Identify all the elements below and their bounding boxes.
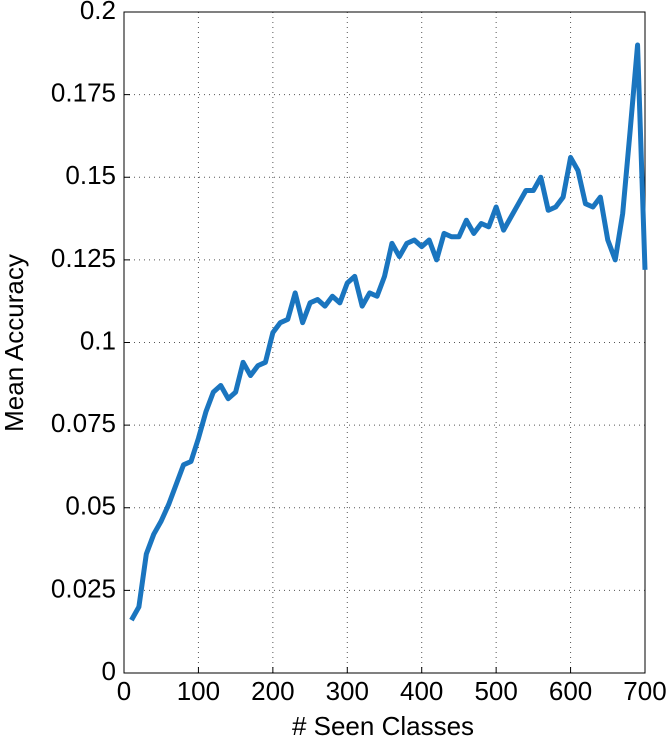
data-line [129,42,648,622]
x-tick-label: 500 [474,676,517,706]
x-tick-label: 100 [177,676,220,706]
x-tick-label: 200 [251,676,294,706]
x-tick-label: 0 [117,676,131,706]
y-tick-label: 0.1 [80,325,116,355]
y-tick-label: 0.15 [65,160,116,190]
y-tick-label: 0.075 [51,408,116,438]
plot-frame [123,11,646,674]
x-axis-label: # Seen Classes [292,711,474,741]
y-tick-label: 0.125 [51,243,116,273]
x-tick-label: 300 [326,676,369,706]
x-tick-label: 600 [549,676,592,706]
y-tick-label: 0.025 [51,573,116,603]
y-tick-label: 0.2 [80,0,116,25]
x-tick-label: 400 [400,676,443,706]
y-axis-label: Mean Accuracy [0,254,29,432]
y-tick-label: 0 [102,656,116,686]
x-tick-label: 700 [623,676,666,706]
y-tick-label: 0.175 [51,78,116,108]
y-tick-label: 0.05 [65,491,116,521]
